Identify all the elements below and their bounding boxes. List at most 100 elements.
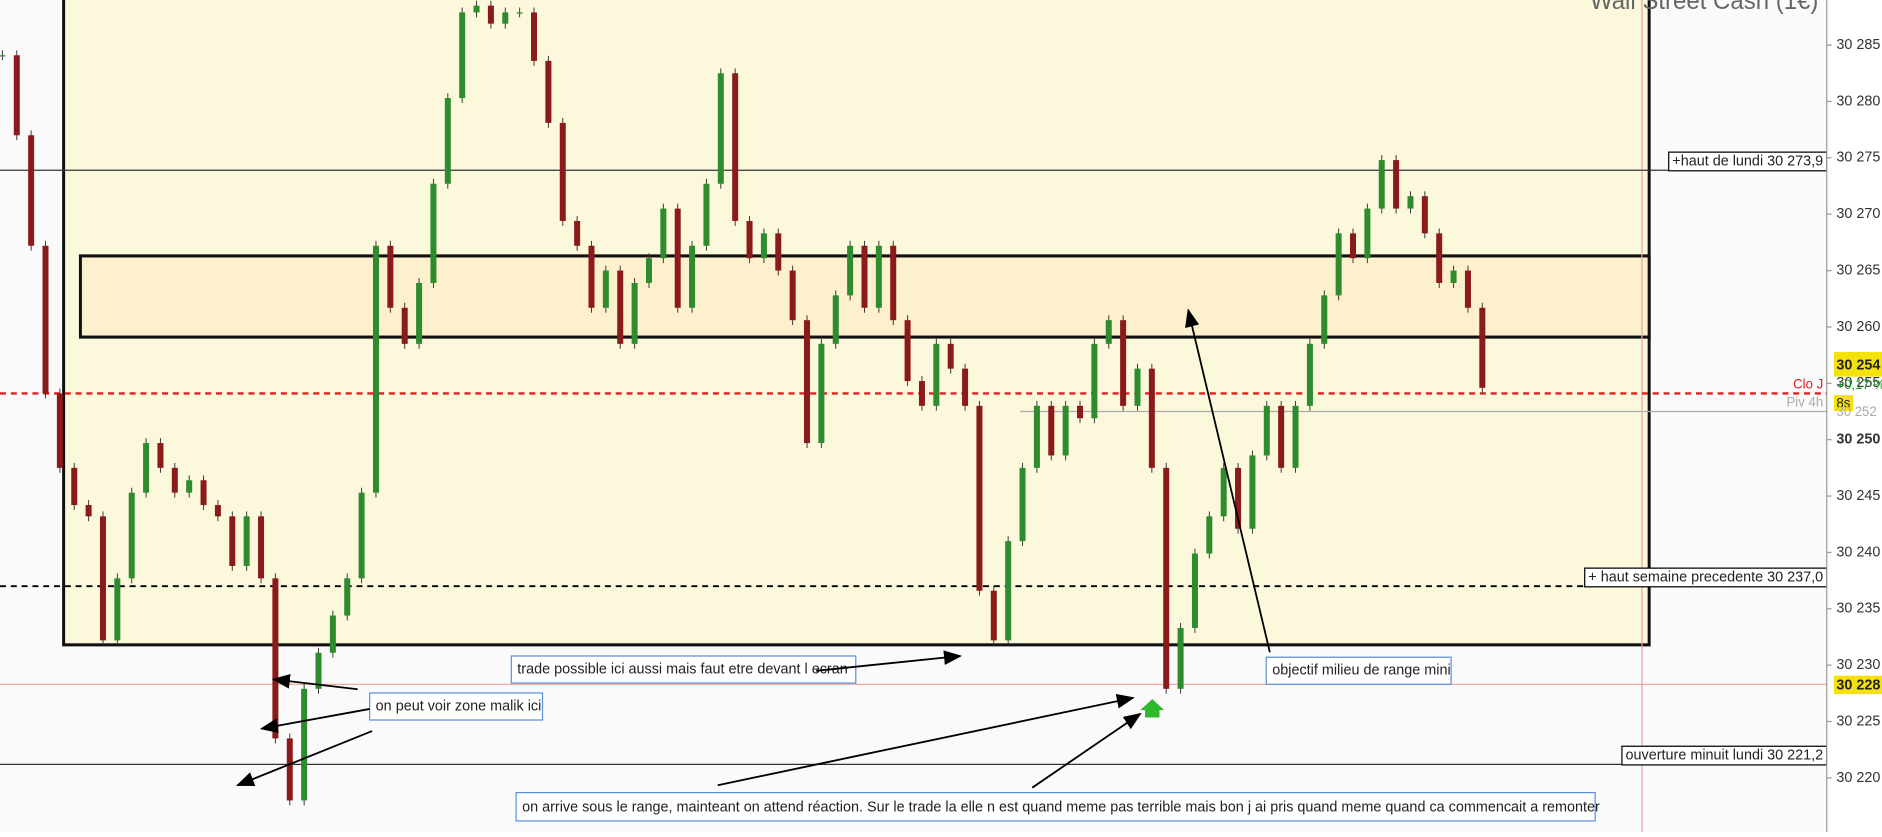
candle [430, 183, 437, 283]
annotation: objectif milieu de range mini [1265, 656, 1452, 685]
y-tick-label: 30 260 [1836, 319, 1880, 335]
annotation-text: trade possible ici aussi mais faut etre … [517, 661, 847, 677]
candle [1120, 320, 1127, 406]
candle [746, 220, 753, 259]
candle [344, 578, 351, 616]
tag-bg [1833, 395, 1854, 412]
candle [933, 343, 940, 406]
candle [1206, 516, 1213, 554]
candle [602, 270, 609, 308]
candle [760, 233, 767, 259]
level-label: +haut de lundi 30 273,9 [1672, 153, 1823, 169]
candle [1350, 233, 1357, 259]
candle [1033, 405, 1040, 468]
y-tick-label: 30 235 [1836, 601, 1880, 617]
candle [1235, 467, 1242, 529]
price-tag: 30 228 [1836, 677, 1880, 693]
y-tick-label: 30 270 [1836, 206, 1880, 222]
annotation-box [1265, 656, 1452, 685]
candle [272, 578, 279, 739]
annotation: on peut voir zone malik ici [369, 692, 544, 721]
candle [990, 590, 997, 641]
candle [890, 245, 897, 321]
candle [660, 208, 667, 259]
candle [487, 5, 494, 24]
candle [804, 320, 811, 444]
candle [171, 467, 178, 493]
candle [1220, 467, 1227, 517]
candle [559, 122, 566, 221]
level-label: Piv 4h [1787, 394, 1824, 409]
candle [1249, 455, 1256, 529]
candle [775, 233, 782, 271]
candle [674, 208, 681, 308]
candle [531, 12, 538, 61]
y-tick-label: 30 285 [1836, 37, 1880, 53]
candle [1378, 160, 1385, 209]
candle [56, 393, 63, 468]
candle [1019, 467, 1026, 542]
candle [1306, 343, 1313, 406]
candle [1191, 553, 1198, 628]
candle [200, 480, 207, 506]
y-tick-label: 30 220 [1836, 770, 1880, 786]
candle [847, 245, 854, 296]
candle [904, 320, 911, 382]
candle [617, 270, 624, 344]
price-tag: 8s [1836, 395, 1850, 410]
tag-bg [1833, 675, 1882, 695]
candle [875, 245, 882, 308]
annotation: on arrive sous le range, mainteant on at… [515, 792, 1600, 822]
candle [717, 73, 724, 184]
candle [574, 220, 581, 246]
candle [401, 307, 408, 344]
candle [301, 688, 308, 801]
candle [315, 652, 322, 689]
price-tag: +0,17 % [1836, 377, 1882, 392]
candle [186, 480, 193, 493]
candle [502, 12, 509, 24]
candle [416, 282, 423, 344]
y-tick-label: 30 250 [1836, 431, 1880, 447]
candle [1393, 160, 1400, 209]
candle [1278, 405, 1285, 468]
candle [962, 368, 969, 406]
candle [631, 282, 638, 344]
candle [0, 55, 6, 57]
y-tick-label: 30 280 [1836, 93, 1880, 109]
candle [1321, 295, 1328, 344]
candle [13, 55, 20, 136]
candle [114, 578, 121, 641]
candle [645, 258, 652, 283]
annotation-text: on peut voir zone malik ici [376, 698, 542, 714]
annotation-text: on arrive sous le range, mainteant on at… [522, 799, 1600, 815]
candle [1048, 405, 1055, 456]
candle [976, 405, 983, 591]
candle [372, 245, 379, 493]
arrows [235, 308, 1271, 789]
candle [918, 381, 925, 406]
y-tick-label: 30 275 [1836, 150, 1880, 166]
candle [861, 245, 868, 308]
candle [832, 295, 839, 344]
candle [473, 5, 480, 13]
candle [243, 516, 250, 566]
candle [329, 615, 336, 653]
candle [1105, 320, 1112, 344]
tag-bg [1833, 352, 1882, 377]
candle [71, 467, 78, 506]
price-tags: 30 254 +0,17 % 8s 30 252 30 228 [1833, 352, 1882, 695]
y-tick-label: 30 240 [1836, 544, 1880, 560]
candle [1335, 233, 1342, 296]
candle [588, 245, 595, 308]
candle [99, 516, 106, 641]
y-tick-label: 30 255 [1836, 375, 1880, 391]
candle [947, 343, 954, 369]
y-tick-label: 30 245 [1836, 488, 1880, 504]
candle [258, 516, 265, 579]
candle [689, 245, 696, 308]
candle [1163, 467, 1170, 689]
candle [1134, 368, 1141, 406]
